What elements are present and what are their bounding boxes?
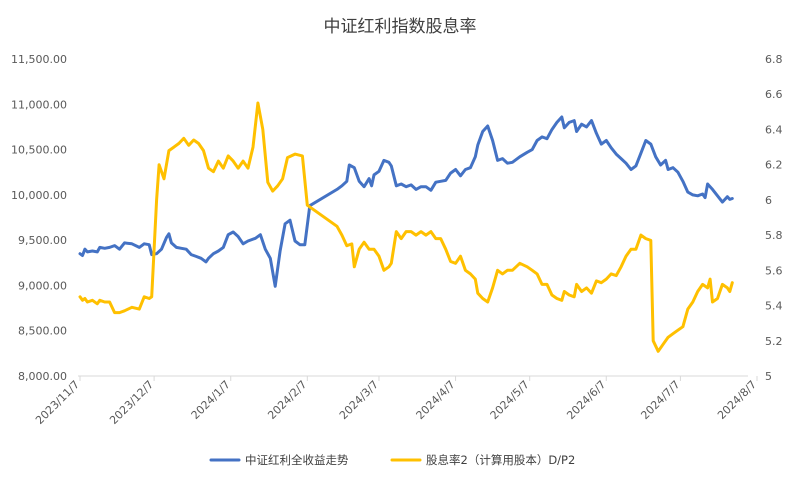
right-tick-label: 5.2 (765, 335, 783, 348)
right-axis-ticks: 5 5.2 5.4 5.6 5.8 6 6.2 6.4 6.6 6.8 (765, 53, 783, 383)
series-layer (78, 101, 734, 353)
x-tick-label: 2023/12/7 (107, 378, 156, 427)
x-tick-label: 2024/5/7 (488, 378, 532, 422)
series-line-0 (78, 115, 734, 288)
left-tick-label: 9,500.00 (18, 234, 67, 247)
left-tick-label: 10,500.00 (11, 144, 67, 157)
right-tick-label: 6.8 (765, 53, 783, 66)
right-tick-label: 6.4 (765, 123, 783, 136)
right-tick-label: 6.2 (765, 159, 783, 172)
x-tick-label: 2024/6/7 (564, 378, 608, 422)
left-tick-label: 8,500.00 (18, 325, 67, 338)
x-axis: 2023/11/7 2023/12/7 2024/1/7 2024/2/7 2024/3… (33, 375, 759, 427)
right-tick-label: 6.6 (765, 88, 783, 101)
x-tick-label: 2024/7/7 (638, 378, 682, 422)
x-tick-label: 2023/11/7 (33, 378, 82, 427)
left-tick-label: 9,000.00 (18, 279, 67, 292)
right-tick-label: 6 (765, 194, 772, 207)
chart-title: 中证红利指数股息率 (324, 17, 477, 37)
left-tick-label: 11,000.00 (11, 98, 67, 111)
right-tick-label: 5 (765, 370, 772, 383)
series-line-1 (78, 101, 734, 353)
x-tick-label: 2024/3/7 (337, 378, 381, 422)
legend-label-1: 股息率2（计算用股本）D/P2 (426, 453, 575, 467)
right-tick-label: 5.4 (765, 300, 783, 313)
chart-legend: 中证红利全收益走势 股息率2（计算用股本）D/P2 (209, 453, 575, 467)
x-tick-label: 2024/1/7 (189, 378, 233, 422)
x-tick-label: 2024/8/7 (715, 378, 759, 422)
right-tick-label: 5.8 (765, 229, 783, 242)
left-tick-label: 10,000.00 (11, 189, 67, 202)
legend-label-0: 中证红利全收益走势 (245, 453, 349, 467)
left-axis-ticks: 8,000.00 8,500.00 9,000.00 9,500.00 10,000.0… (11, 53, 67, 383)
right-tick-label: 5.6 (765, 264, 783, 277)
x-tick-label: 2024/4/7 (414, 378, 458, 422)
left-tick-label: 11,500.00 (11, 53, 67, 66)
left-tick-label: 8,000.00 (18, 370, 67, 383)
x-tick-label: 2024/2/7 (265, 378, 309, 422)
